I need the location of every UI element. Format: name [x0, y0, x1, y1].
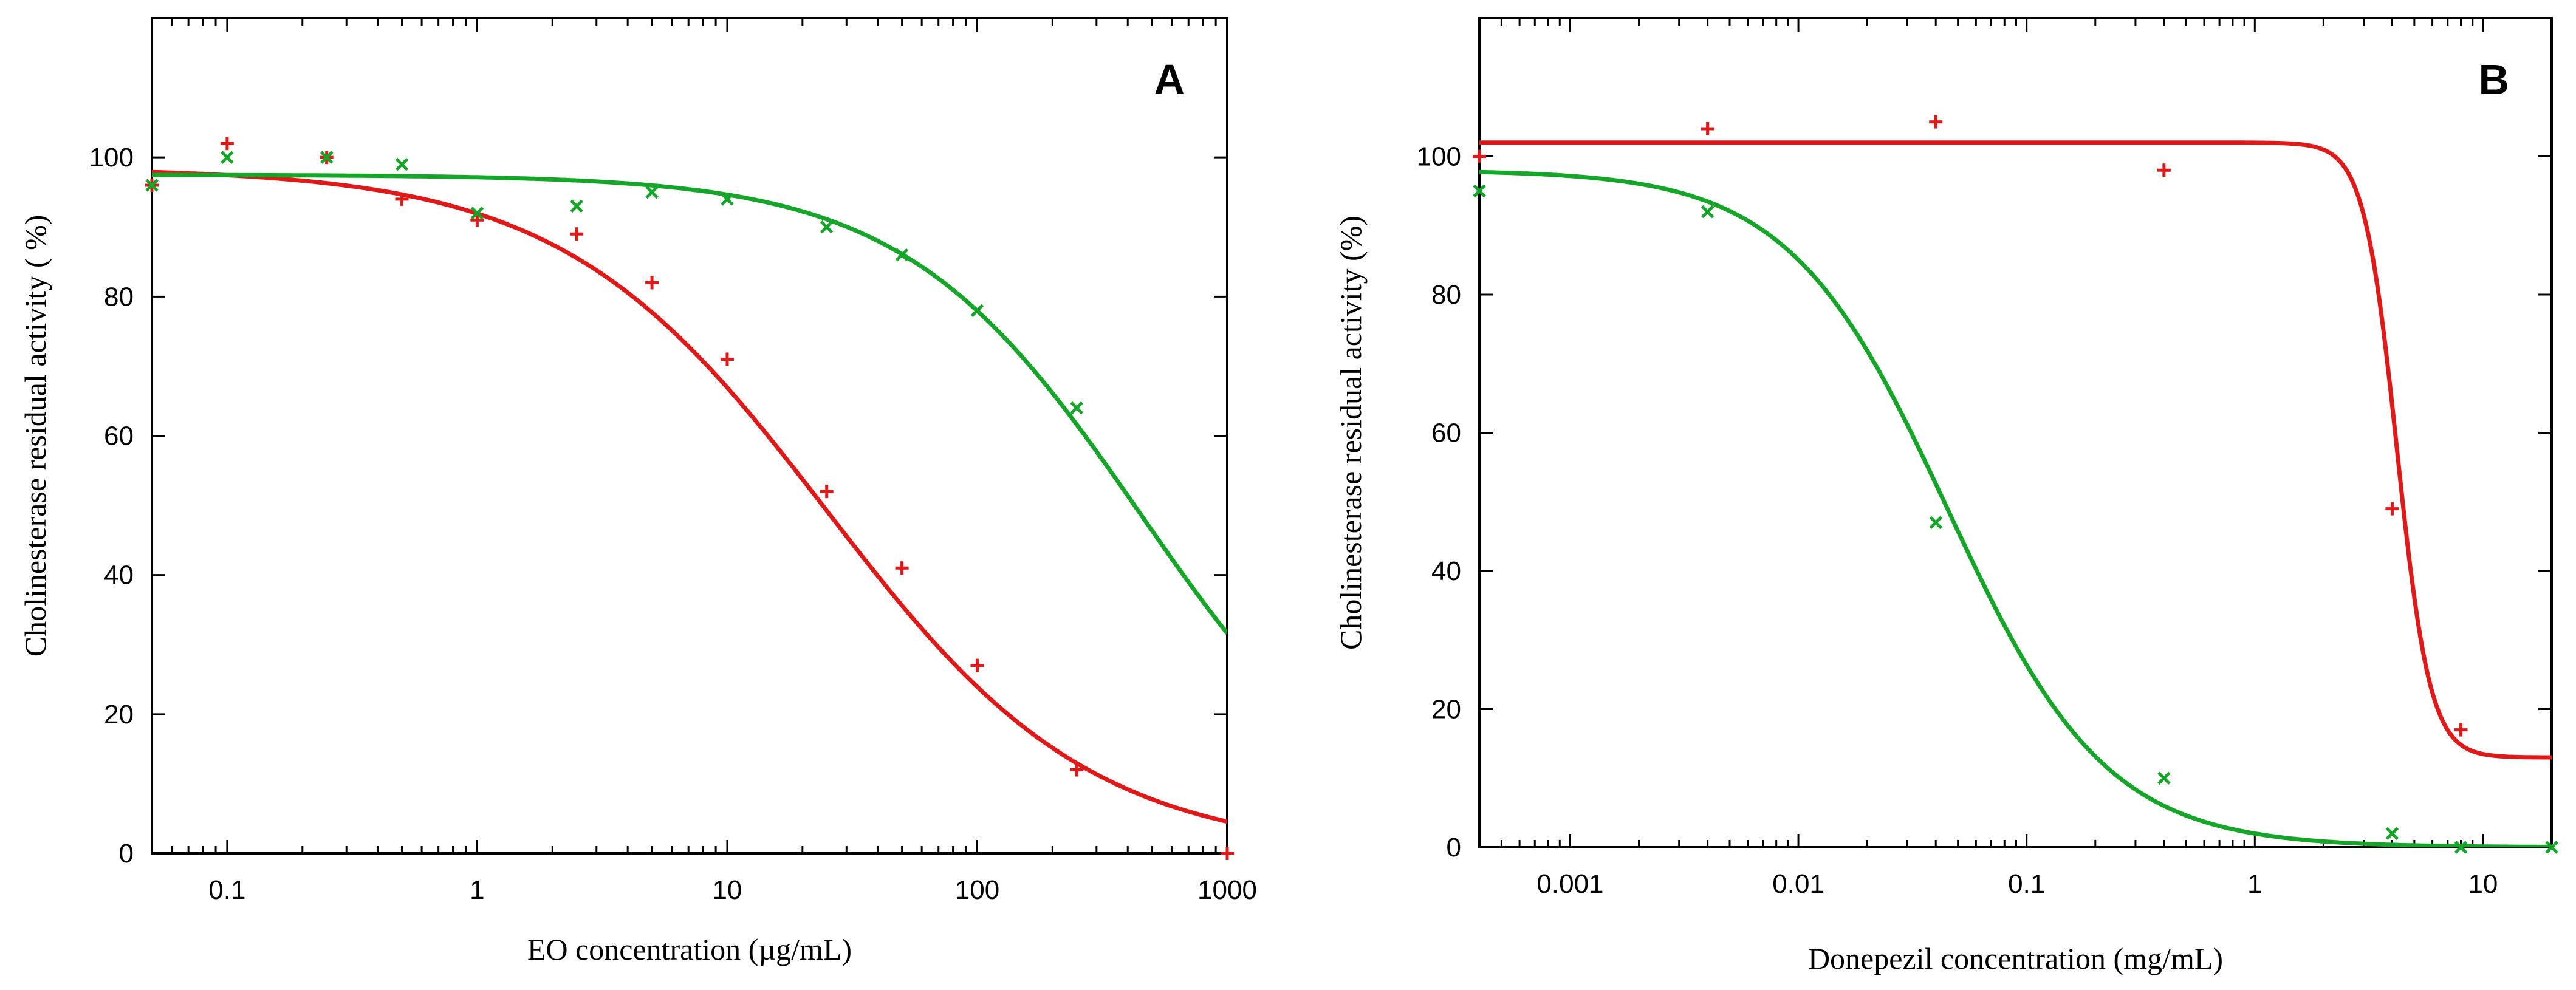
y-tick-label: 60	[1431, 418, 1461, 448]
data-point-green	[1701, 205, 1714, 219]
x-axis-title: EO concentration (µg/mL)	[527, 932, 852, 966]
y-axis-title: Cholinesterase residual activity (%)	[1334, 216, 1368, 650]
panel-label: B	[2478, 56, 2509, 103]
data-point-green	[2385, 827, 2399, 841]
x-tick-label: 100	[955, 875, 999, 905]
panel-label: A	[1154, 56, 1185, 103]
y-tick-label: 40	[104, 561, 134, 590]
fit-curve-green	[1479, 169, 2552, 847]
data-point-red	[895, 561, 909, 575]
data-point-green	[2545, 841, 2558, 854]
data-point-green	[2157, 771, 2171, 785]
data-point-red	[820, 485, 834, 499]
data-point-red	[970, 658, 984, 672]
data-point-red	[2157, 163, 2171, 177]
data-point-red	[395, 192, 409, 206]
y-axis-title: Cholinesterase residual activity ( %)	[18, 215, 52, 657]
x-axis-title: Donepezil concentration (mg/mL)	[1808, 941, 2223, 975]
y-tick-label: 20	[1431, 695, 1461, 725]
data-point-green	[145, 179, 159, 192]
y-tick-label: 0	[119, 839, 134, 869]
x-tick-label: 10	[2468, 869, 2498, 899]
data-point-green	[1473, 184, 1486, 198]
data-point-red	[470, 213, 484, 227]
data-point-green	[570, 199, 583, 213]
data-point-red	[2385, 502, 2399, 516]
y-tick-label: 80	[1431, 280, 1461, 310]
y-tick-label: 100	[89, 143, 134, 172]
data-point-green	[895, 248, 909, 262]
data-point-green	[970, 304, 984, 318]
data-point-green	[320, 151, 334, 164]
data-point-green	[395, 157, 409, 171]
data-point-red	[1929, 115, 1943, 129]
data-point-red	[1221, 847, 1234, 860]
data-point-green	[470, 207, 484, 220]
x-tick-label: 10	[712, 875, 742, 905]
data-point-red	[1701, 122, 1714, 135]
data-point-green	[1070, 401, 1084, 415]
fit-curve-red	[152, 169, 1227, 824]
x-tick-label: 1	[470, 875, 484, 905]
data-point-green	[645, 185, 659, 199]
y-tick-label: 40	[1431, 556, 1461, 586]
x-tick-label: 1	[2247, 869, 2262, 899]
chart-panel-a: 0.1 1 10 100 1000 0 20 40 60 80 100 EO concentratio…	[18, 17, 1257, 966]
data-point-green	[2454, 841, 2468, 854]
data-point-green	[221, 151, 234, 164]
x-tick-label: 0.1	[208, 875, 245, 905]
y-tick-label: 20	[104, 700, 134, 729]
x-tick-label: 0.1	[2008, 869, 2045, 899]
y-tick-label: 80	[104, 282, 134, 312]
data-point-green	[1929, 516, 1942, 530]
x-tick-label: 1000	[1197, 875, 1257, 905]
data-point-red	[645, 276, 659, 290]
fit-curve-red	[1479, 140, 2552, 760]
x-tick-label: 0.001	[1536, 869, 1603, 899]
data-point-red	[2454, 723, 2468, 737]
data-point-red	[570, 227, 584, 241]
data-point-green	[820, 220, 834, 234]
data-point-red	[1473, 149, 1486, 163]
fit-curve-green	[152, 172, 1227, 635]
data-point-red	[220, 137, 234, 151]
y-tick-label: 100	[1417, 142, 1461, 172]
x-tick-label: 0.01	[1772, 869, 1824, 899]
data-point-red	[720, 352, 734, 366]
y-tick-label: 0	[1447, 833, 1461, 862]
data-point-green	[721, 193, 734, 206]
plot-frame	[151, 17, 1228, 855]
y-tick-label: 60	[104, 422, 134, 451]
data-point-red	[1070, 763, 1084, 777]
